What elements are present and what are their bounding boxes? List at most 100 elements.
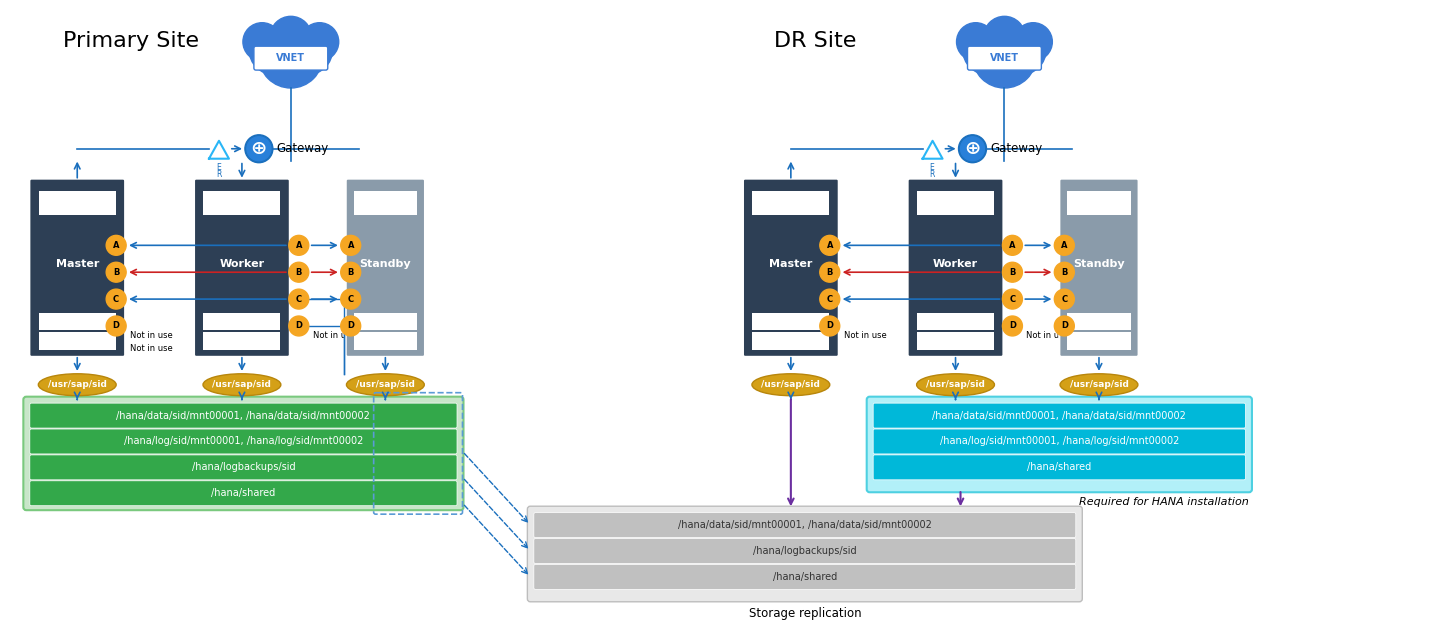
Text: R: R xyxy=(930,170,935,179)
Circle shape xyxy=(819,235,839,255)
Text: /hana/logbackups/sid: /hana/logbackups/sid xyxy=(192,462,295,473)
Ellipse shape xyxy=(346,374,425,395)
Text: A: A xyxy=(1061,241,1068,250)
Text: DR Site: DR Site xyxy=(774,32,857,51)
FancyBboxPatch shape xyxy=(874,429,1246,454)
FancyBboxPatch shape xyxy=(30,481,458,505)
Text: B: B xyxy=(1010,267,1015,276)
Circle shape xyxy=(259,24,323,88)
FancyBboxPatch shape xyxy=(194,179,290,357)
Text: B: B xyxy=(347,267,353,276)
FancyBboxPatch shape xyxy=(30,403,458,428)
FancyBboxPatch shape xyxy=(30,429,458,454)
FancyBboxPatch shape xyxy=(752,313,829,331)
FancyBboxPatch shape xyxy=(533,512,1075,538)
Text: /usr/sap/sid: /usr/sap/sid xyxy=(1070,380,1128,389)
Text: Storage replication: Storage replication xyxy=(748,607,861,620)
Text: VNET: VNET xyxy=(990,53,1020,63)
Text: C: C xyxy=(347,294,353,303)
Ellipse shape xyxy=(39,374,116,395)
FancyBboxPatch shape xyxy=(23,397,463,510)
FancyBboxPatch shape xyxy=(917,191,994,215)
Text: D: D xyxy=(1061,322,1068,331)
Text: Not in use: Not in use xyxy=(1027,331,1070,340)
Text: C: C xyxy=(1061,294,1067,303)
Circle shape xyxy=(1054,262,1074,282)
Text: ⊕: ⊕ xyxy=(964,140,981,158)
Circle shape xyxy=(984,16,1025,58)
Text: Master: Master xyxy=(769,259,812,269)
Circle shape xyxy=(300,23,339,61)
FancyBboxPatch shape xyxy=(353,191,418,215)
Text: C: C xyxy=(296,294,302,303)
FancyBboxPatch shape xyxy=(203,332,280,350)
Ellipse shape xyxy=(203,374,280,395)
Text: A: A xyxy=(1010,241,1015,250)
Text: ⊕: ⊕ xyxy=(250,140,267,158)
Text: Standby: Standby xyxy=(359,259,412,269)
Text: B: B xyxy=(296,267,302,276)
FancyBboxPatch shape xyxy=(917,332,994,350)
Circle shape xyxy=(289,262,309,282)
Circle shape xyxy=(819,316,839,336)
FancyBboxPatch shape xyxy=(867,397,1251,493)
FancyBboxPatch shape xyxy=(968,46,1041,70)
Circle shape xyxy=(247,137,270,161)
Text: /hana/data/sid/mnt00001, /hana/data/sid/mnt00002: /hana/data/sid/mnt00001, /hana/data/sid/… xyxy=(116,411,370,421)
Circle shape xyxy=(340,316,360,336)
Circle shape xyxy=(340,235,360,255)
Circle shape xyxy=(1002,316,1022,336)
Circle shape xyxy=(1002,262,1022,282)
FancyBboxPatch shape xyxy=(874,455,1246,480)
Circle shape xyxy=(106,316,126,336)
Text: Primary Site: Primary Site xyxy=(63,32,199,51)
Text: Master: Master xyxy=(56,259,99,269)
FancyBboxPatch shape xyxy=(917,313,994,331)
Text: /hana/shared: /hana/shared xyxy=(772,572,837,582)
Circle shape xyxy=(245,135,273,163)
FancyBboxPatch shape xyxy=(346,179,425,357)
Text: B: B xyxy=(113,267,119,276)
FancyBboxPatch shape xyxy=(752,191,829,215)
Text: /usr/sap/sid: /usr/sap/sid xyxy=(927,380,985,389)
Ellipse shape xyxy=(752,374,829,395)
Text: /hana/data/sid/mnt00001, /hana/data/sid/mnt00002: /hana/data/sid/mnt00001, /hana/data/sid/… xyxy=(678,520,932,530)
FancyBboxPatch shape xyxy=(39,332,116,350)
Text: Not in use: Not in use xyxy=(844,331,887,340)
Text: /hana/shared: /hana/shared xyxy=(1027,462,1091,473)
FancyBboxPatch shape xyxy=(1067,313,1131,331)
Circle shape xyxy=(958,135,987,163)
Circle shape xyxy=(106,262,126,282)
Text: D: D xyxy=(1010,322,1015,331)
Text: D: D xyxy=(113,322,120,331)
Text: B: B xyxy=(827,267,832,276)
Text: C: C xyxy=(827,294,832,303)
FancyBboxPatch shape xyxy=(752,332,829,350)
Text: /hana/log/sid/mnt00001, /hana/log/sid/mnt00002: /hana/log/sid/mnt00001, /hana/log/sid/mn… xyxy=(940,437,1178,446)
Circle shape xyxy=(1002,235,1022,255)
Circle shape xyxy=(106,289,126,309)
Circle shape xyxy=(819,262,839,282)
FancyBboxPatch shape xyxy=(353,313,418,331)
Circle shape xyxy=(289,289,309,309)
Circle shape xyxy=(289,235,309,255)
FancyBboxPatch shape xyxy=(39,313,116,331)
Circle shape xyxy=(106,235,126,255)
FancyBboxPatch shape xyxy=(908,179,1004,357)
FancyBboxPatch shape xyxy=(203,313,280,331)
FancyBboxPatch shape xyxy=(353,332,418,350)
Circle shape xyxy=(819,289,839,309)
Text: Standby: Standby xyxy=(1072,259,1125,269)
Text: Worker: Worker xyxy=(219,259,265,269)
FancyBboxPatch shape xyxy=(30,455,458,480)
Text: Gateway: Gateway xyxy=(991,142,1042,155)
Text: E: E xyxy=(216,163,220,172)
FancyBboxPatch shape xyxy=(1067,191,1131,215)
Circle shape xyxy=(1054,289,1074,309)
Text: /hana/shared: /hana/shared xyxy=(212,488,276,498)
Text: A: A xyxy=(827,241,834,250)
Text: /usr/sap/sid: /usr/sap/sid xyxy=(47,380,107,389)
Circle shape xyxy=(1054,235,1074,255)
Text: /usr/sap/sid: /usr/sap/sid xyxy=(213,380,272,389)
Text: Not in use: Not in use xyxy=(313,331,356,340)
